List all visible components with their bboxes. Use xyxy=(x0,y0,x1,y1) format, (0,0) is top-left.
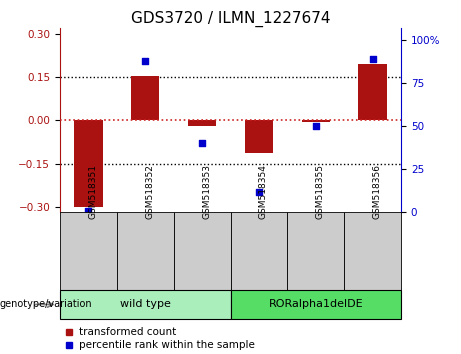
Text: GSM518355: GSM518355 xyxy=(316,164,325,219)
Bar xyxy=(230,290,401,319)
Bar xyxy=(131,76,160,120)
Point xyxy=(198,141,206,146)
Text: genotype/variation: genotype/variation xyxy=(0,299,93,309)
Bar xyxy=(287,212,344,290)
Text: GSM518353: GSM518353 xyxy=(202,164,211,219)
Point xyxy=(142,58,149,63)
Bar xyxy=(74,120,102,207)
Text: GSM518354: GSM518354 xyxy=(259,164,268,219)
Point xyxy=(85,208,92,213)
Text: wild type: wild type xyxy=(120,299,171,309)
Bar xyxy=(344,212,401,290)
Bar xyxy=(245,120,273,153)
Point xyxy=(255,189,263,195)
Bar xyxy=(117,212,174,290)
Point xyxy=(312,123,319,129)
Bar xyxy=(358,64,387,120)
Text: GSM518351: GSM518351 xyxy=(89,164,97,219)
Bar xyxy=(60,290,230,319)
Bar xyxy=(174,212,230,290)
Text: GSM518352: GSM518352 xyxy=(145,164,154,219)
Bar xyxy=(60,212,117,290)
Title: GDS3720 / ILMN_1227674: GDS3720 / ILMN_1227674 xyxy=(131,11,330,27)
Text: GSM518356: GSM518356 xyxy=(372,164,382,219)
Bar xyxy=(230,212,287,290)
Point xyxy=(369,56,376,62)
Bar xyxy=(188,120,216,126)
Bar xyxy=(301,120,330,121)
Text: RORalpha1delDE: RORalpha1delDE xyxy=(268,299,363,309)
Legend: transformed count, percentile rank within the sample: transformed count, percentile rank withi… xyxy=(65,327,254,350)
